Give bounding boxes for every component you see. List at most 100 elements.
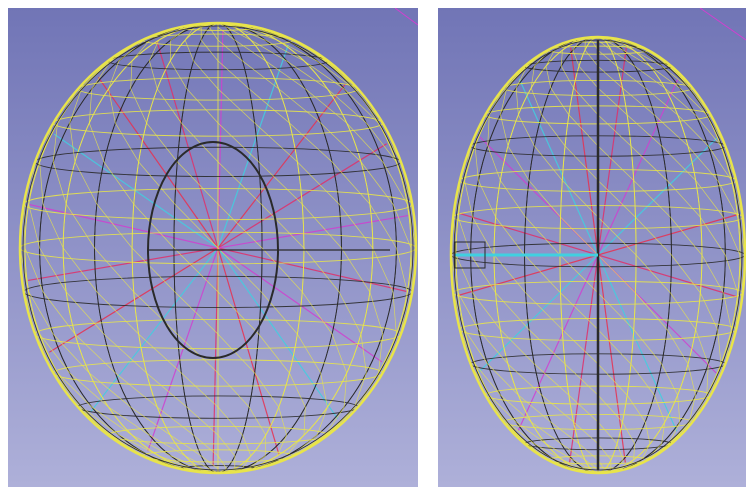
mesh-edge <box>289 122 333 163</box>
mesh-edge <box>528 180 561 218</box>
mesh-edge <box>261 247 303 293</box>
mesh-edge <box>670 216 703 256</box>
mesh-edge <box>597 216 637 256</box>
mesh-edge <box>724 254 739 293</box>
mesh-edge <box>138 161 176 205</box>
mesh-edge <box>410 247 413 292</box>
mesh-edge <box>305 88 347 124</box>
mesh-edge <box>562 40 577 51</box>
mesh-edge <box>646 443 662 461</box>
ray <box>478 254 599 373</box>
mesh-edge <box>174 291 219 335</box>
mesh-edge <box>23 204 26 249</box>
mesh-edge <box>138 333 182 374</box>
mesh-edge <box>69 88 82 124</box>
left-viewport <box>8 8 418 487</box>
mesh-edge <box>74 333 116 374</box>
mesh-edge <box>700 216 726 256</box>
mesh-edge <box>654 114 689 147</box>
mesh-edge <box>133 291 178 335</box>
mesh-edge <box>630 145 668 181</box>
ray <box>90 247 219 412</box>
mesh-edge <box>303 60 345 90</box>
mesh-edge <box>619 459 634 470</box>
mesh-edge <box>291 434 318 457</box>
mesh-edge <box>584 459 599 470</box>
mesh-edge <box>39 161 44 205</box>
mesh-edge <box>562 459 586 471</box>
mesh-edge <box>518 394 551 423</box>
mesh-edge <box>254 372 280 408</box>
mesh-edge <box>644 421 651 444</box>
mesh-edge <box>108 406 150 436</box>
mesh-edge <box>530 87 543 115</box>
mesh-edge <box>560 66 574 89</box>
mesh-edge <box>525 216 561 256</box>
mesh-edge <box>343 88 379 124</box>
mesh-edge <box>495 216 525 256</box>
mesh-edge <box>564 363 599 396</box>
mesh-edge <box>524 254 561 294</box>
mesh-edge <box>474 145 479 181</box>
mesh-edge <box>487 145 501 181</box>
mesh-edge <box>635 216 672 256</box>
ray <box>597 79 679 256</box>
mesh-edge <box>493 254 526 294</box>
mesh-edge <box>278 88 321 124</box>
mesh-edge <box>316 60 355 90</box>
mesh-edge <box>200 39 219 62</box>
mesh-edge <box>331 333 348 374</box>
corner-line <box>394 8 418 26</box>
mesh-edge <box>597 329 632 365</box>
mesh-edge <box>597 65 623 89</box>
mesh-edge <box>560 50 563 67</box>
mesh-edge <box>327 88 367 124</box>
mesh-edge <box>677 395 681 423</box>
mesh-edge <box>568 114 599 147</box>
mesh-edge <box>630 363 655 396</box>
ray <box>217 143 388 249</box>
mesh-edge <box>181 122 219 163</box>
mesh-edge <box>170 434 202 457</box>
mesh-edge <box>597 87 628 116</box>
mesh-edge <box>634 65 666 89</box>
ray <box>27 247 219 282</box>
mesh-edge <box>65 291 105 335</box>
mesh-edge <box>635 254 671 294</box>
mesh-edge <box>619 39 647 51</box>
ray <box>597 254 678 432</box>
mesh-edge <box>706 363 709 396</box>
mesh-edge <box>289 372 306 408</box>
mesh-edge <box>506 421 535 445</box>
mesh-edge <box>28 204 40 249</box>
mesh-edge <box>472 216 495 256</box>
mesh-edge <box>193 434 219 457</box>
mesh-edge <box>597 40 612 51</box>
mesh-edge <box>633 443 636 460</box>
mesh-edge <box>487 363 519 396</box>
mesh-edge <box>455 254 473 293</box>
mesh-edge <box>260 203 305 249</box>
mesh-edge <box>217 406 243 436</box>
mesh-edge <box>597 292 635 330</box>
mesh-edge <box>369 203 397 249</box>
mesh-edge <box>286 60 328 90</box>
mesh-edge <box>610 49 635 67</box>
mesh-edge <box>131 434 171 457</box>
outline <box>449 35 746 475</box>
mesh-edge <box>115 122 139 163</box>
mesh-edge <box>173 247 219 293</box>
mesh-edge <box>186 88 219 124</box>
mesh-edge <box>131 247 176 293</box>
mesh-edge <box>217 455 227 469</box>
mesh-edge <box>265 39 305 62</box>
mesh-edge <box>645 87 678 116</box>
mesh-edge <box>217 161 262 205</box>
mesh-edge <box>276 434 287 457</box>
mesh-edge <box>115 372 158 408</box>
mesh-edge <box>688 395 696 423</box>
mesh-edge <box>248 26 287 41</box>
mesh-edge <box>200 455 219 469</box>
mesh-edge <box>559 254 599 294</box>
mesh-edge <box>254 122 298 163</box>
